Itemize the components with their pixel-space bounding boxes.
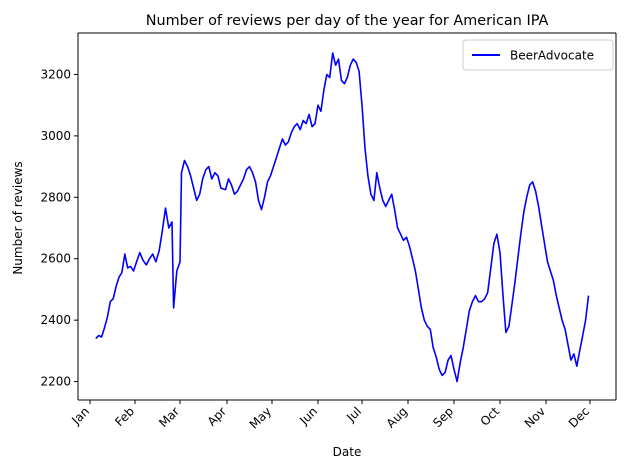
x-tick-label: May [247, 404, 274, 431]
y-tick-label: 2800 [40, 190, 71, 204]
x-tick-label: Jun [296, 404, 320, 428]
legend: BeerAdvocate [462, 39, 614, 71]
x-tick-label: Mar [156, 404, 182, 430]
legend-label-beeradvocate: BeerAdvocate [510, 49, 594, 63]
x-tick-label: Sep [430, 404, 456, 430]
series-line-beeradvocate [95, 52, 590, 383]
x-tick-label: Feb [112, 404, 137, 429]
x-tick-label: Nov [522, 404, 548, 430]
y-tick-label: 3000 [40, 129, 71, 143]
y-tick-label: 2200 [40, 375, 71, 389]
x-axis-label: Date [333, 445, 362, 459]
y-axis: 2200 2400 2600 2800 3000 3200 [40, 67, 78, 389]
chart-title: Number of reviews per day of the year fo… [146, 13, 549, 29]
y-tick-label: 3200 [40, 67, 71, 81]
plot-area [77, 32, 617, 401]
x-tick-label: Apr [205, 404, 230, 429]
legend-box [462, 39, 614, 71]
x-tick-label: Oct [478, 404, 503, 429]
x-tick-label: Jan [68, 404, 92, 428]
y-axis-label: Number of reviews [11, 161, 25, 274]
x-tick-label: Dec [566, 404, 592, 430]
y-tick-label: 2400 [40, 313, 71, 327]
series-group [95, 52, 590, 383]
y-tick-label: 2600 [40, 252, 71, 266]
x-tick-label: Jul [343, 404, 364, 425]
x-axis: Jan Feb Mar Apr May Jun Jul Aug Sep Oct Nov Dec [68, 400, 592, 432]
x-tick-label: Aug [384, 404, 410, 430]
